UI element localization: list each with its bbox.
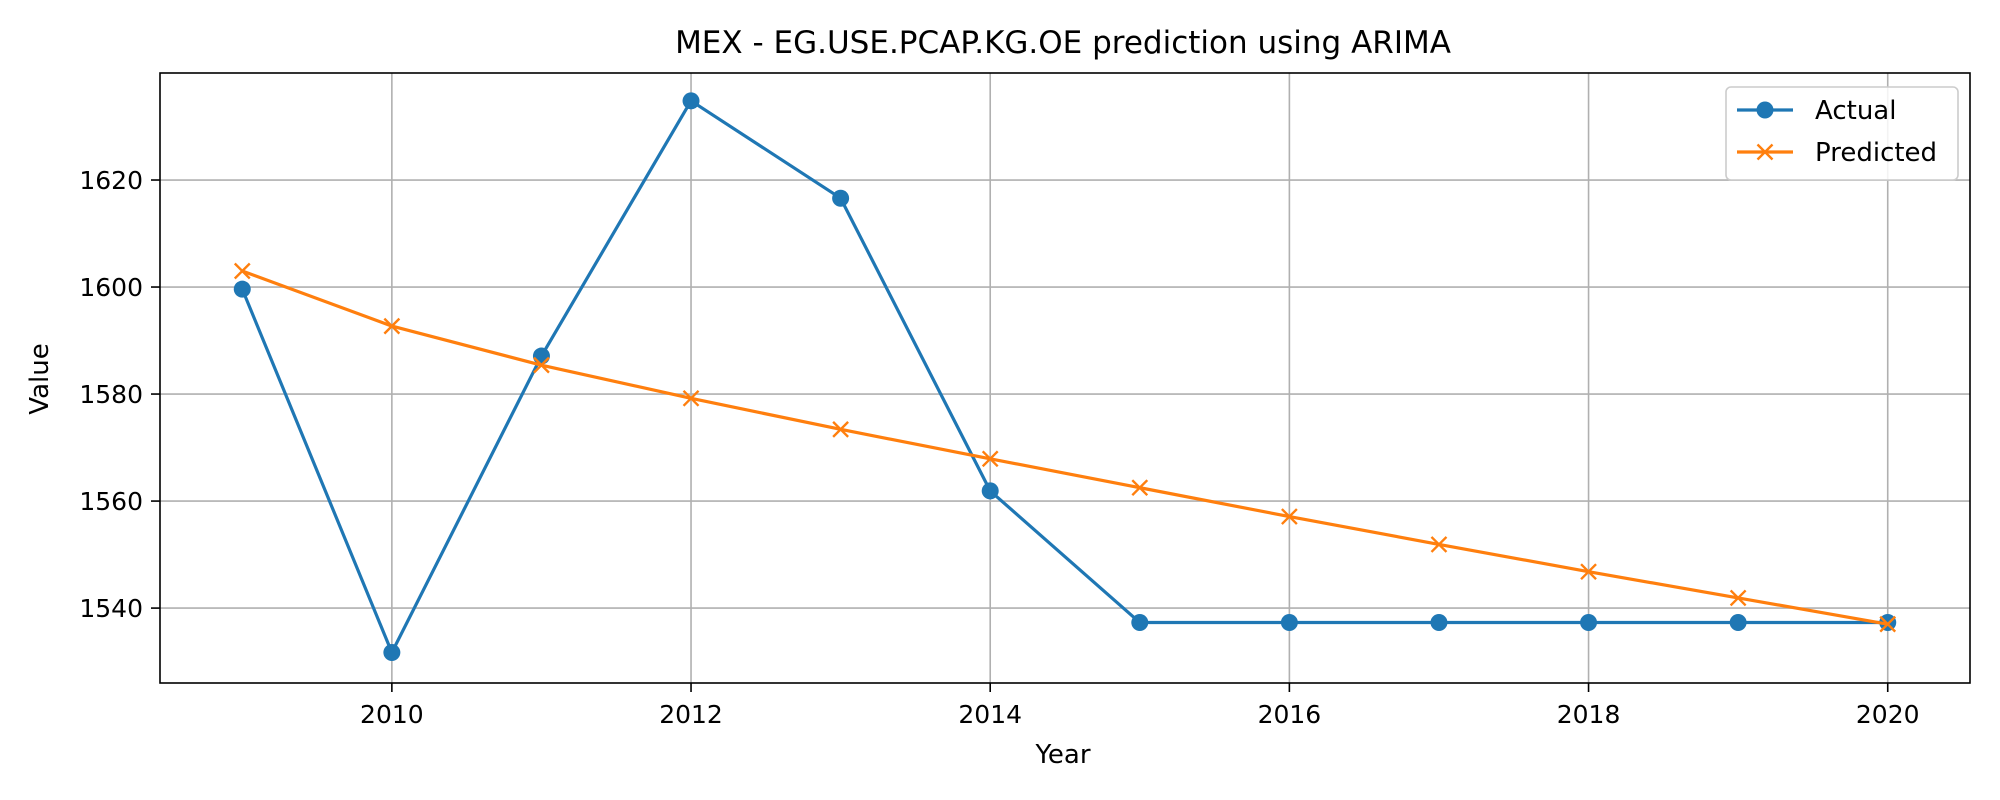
series-line-predicted [241, 269, 1889, 626]
series-predicted [233, 262, 1897, 633]
data-point-actual [1280, 614, 1298, 632]
x-tick-label: 2016 [1258, 700, 1322, 729]
chart-title: MEX - EG.USE.PCAP.KG.OE prediction using… [675, 25, 1451, 61]
data-point-predicted [682, 389, 700, 407]
x-axis-label: Year [1034, 740, 1090, 770]
data-point-predicted [832, 421, 849, 438]
data-point-actual [981, 482, 999, 500]
data-point-predicted [1729, 589, 1747, 607]
data-point-predicted [1430, 536, 1448, 553]
y-tick-label: 1560 [79, 487, 143, 516]
y-axis-label: Value [25, 343, 55, 414]
legend-entry-actual: Actual [1737, 96, 1896, 126]
data-point-actual [1729, 614, 1747, 632]
data-point-predicted [1879, 615, 1897, 633]
axis-ticks: 2010 2012 2014 2016 2018 2020 1540 1560 1580 1600… [79, 166, 1919, 729]
data-point-actual [1131, 614, 1149, 632]
legend: Actual Predicted [1725, 86, 1959, 181]
data-point-predicted [1580, 563, 1597, 581]
legend-entry-predicted: Predicted [1737, 138, 1937, 168]
data-point-predicted [1281, 508, 1298, 525]
x-tick-label: 2018 [1557, 700, 1621, 729]
data-point-actual [233, 280, 251, 298]
legend-label-predicted: Predicted [1815, 138, 1937, 168]
legend-label-actual: Actual [1815, 96, 1896, 126]
data-point-actual [1580, 614, 1598, 632]
y-tick-label: 1620 [79, 166, 143, 195]
series-actual [233, 92, 1897, 661]
y-tick-label: 1600 [79, 273, 143, 302]
x-tick-label: 2010 [360, 700, 424, 729]
plot-frame [159, 72, 1971, 684]
x-tick-label: 2014 [958, 700, 1022, 729]
series-line-actual [240, 99, 1888, 655]
data-point-actual [682, 92, 700, 110]
data-point-actual [1430, 614, 1448, 632]
data-point-predicted [233, 262, 251, 280]
y-tick-label: 1540 [79, 594, 143, 623]
data-point-actual [383, 644, 401, 661]
series-lines [233, 92, 1897, 661]
data-point-predicted [533, 356, 550, 374]
legend-marker-predicted [1756, 143, 1774, 161]
legend-marker-actual [1756, 101, 1774, 119]
data-point-predicted [1131, 479, 1149, 497]
data-point-actual [832, 189, 850, 207]
x-tick-label: 2020 [1856, 700, 1920, 729]
x-tick-label: 2012 [659, 700, 723, 729]
data-point-predicted [383, 317, 401, 335]
data-point-predicted [981, 450, 999, 468]
y-tick-label: 1580 [79, 380, 143, 409]
